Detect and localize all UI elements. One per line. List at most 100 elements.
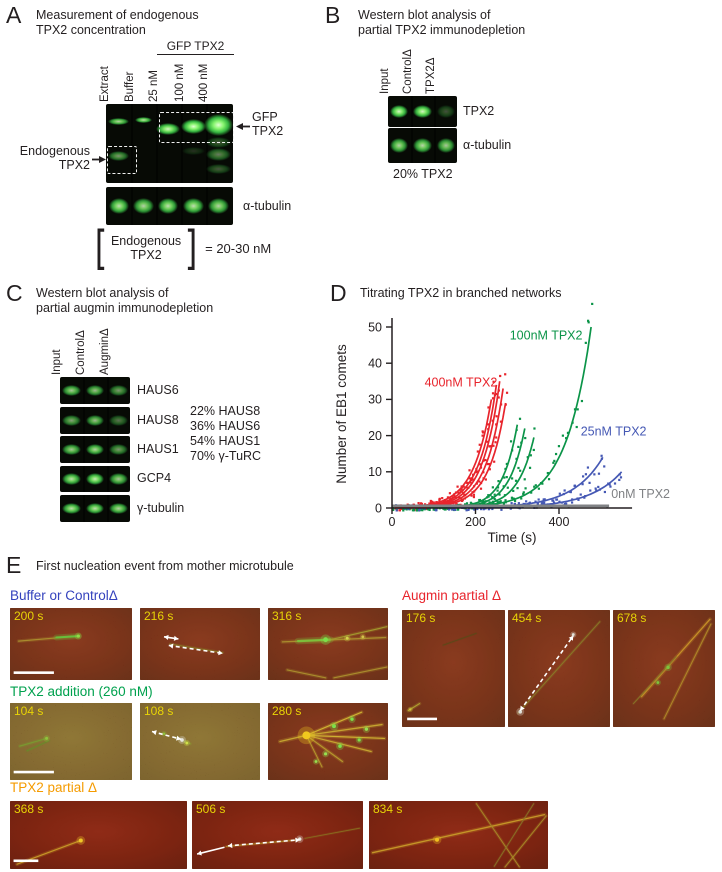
micro-image-canvas	[140, 608, 260, 680]
data-point	[516, 487, 519, 490]
data-point	[600, 454, 603, 457]
micro-noise	[10, 608, 132, 680]
data-point	[459, 490, 462, 493]
gel-band	[156, 122, 181, 135]
data-point	[512, 489, 515, 493]
data-point	[487, 406, 490, 409]
series-label: 25nM TPX2	[581, 425, 647, 439]
data-point	[591, 302, 594, 306]
data-point	[522, 491, 525, 494]
gel-band	[182, 147, 206, 156]
data-point	[500, 508, 503, 511]
microtubule-filament	[305, 723, 383, 736]
data-point	[522, 492, 525, 495]
depletion-caption-b: 20% TPX2	[393, 167, 453, 181]
data-point	[491, 392, 495, 395]
lane-label: Extract	[98, 66, 111, 102]
growth-curve	[394, 399, 493, 509]
lane-label: ControlΔ	[75, 330, 87, 375]
eb1-comet	[180, 738, 184, 742]
data-point	[502, 485, 505, 488]
depletion-stats: 22% HAUS8 36% HAUS6 54% HAUS1 70% γ-TuRC	[190, 404, 261, 464]
micro-image: 108 s	[140, 703, 260, 780]
endogenous-label-line1: Endogenous	[19, 144, 90, 158]
gel-band	[109, 473, 129, 485]
data-point	[469, 481, 472, 484]
arrowhead	[568, 635, 574, 641]
data-point	[520, 497, 523, 500]
data-point	[456, 485, 459, 488]
microtubule-filament	[19, 737, 48, 747]
eb1-comet	[323, 637, 328, 643]
micrograph-group-label: TPX2 partial Δ	[10, 780, 98, 795]
data-point	[491, 397, 495, 400]
gel-band	[205, 164, 232, 174]
data-point	[482, 502, 485, 505]
data-point	[398, 509, 402, 512]
data-point	[481, 430, 484, 433]
gel-band	[109, 384, 129, 397]
data-point	[521, 506, 524, 509]
micro-image-canvas	[402, 610, 505, 727]
data-point	[613, 482, 617, 485]
microtubule-filament	[279, 734, 308, 743]
data-point	[565, 437, 568, 440]
panel-c-title-line1: Western blot analysis of	[36, 286, 169, 300]
data-point	[448, 492, 452, 495]
timestamp-label: 280 s	[272, 704, 302, 718]
data-point	[609, 485, 612, 488]
lane-separator	[83, 407, 86, 434]
lane-label: 25 nM	[148, 70, 161, 102]
gel-band	[107, 118, 130, 126]
lane-separator	[106, 495, 109, 522]
data-point	[503, 476, 506, 479]
panel-d-letter: D	[330, 280, 347, 306]
data-point	[426, 508, 430, 511]
data-point	[502, 502, 505, 506]
lane-label: AugminΔ	[99, 328, 111, 375]
data-point	[465, 502, 469, 505]
data-point	[575, 425, 578, 429]
data-point	[504, 499, 507, 502]
microtubule-filament	[305, 711, 363, 736]
depletion-stat: 36% HAUS6	[190, 419, 261, 433]
data-point	[443, 508, 446, 511]
micro-image: 200 s	[10, 608, 132, 680]
data-point	[532, 448, 535, 452]
annotation-arrow	[196, 846, 225, 855]
scale-bar	[13, 671, 54, 674]
gel-band	[203, 114, 233, 136]
growth-curve	[404, 402, 507, 509]
series-label: 100nM TPX2	[510, 329, 583, 343]
gfp-arrow-label-line2: TPX2	[252, 123, 284, 138]
data-point	[524, 436, 527, 440]
data-point	[493, 493, 496, 496]
microtubule-filament	[475, 803, 520, 868]
data-point	[479, 507, 483, 511]
endogenous-label: Endogenous TPX2	[18, 144, 90, 172]
data-point	[488, 468, 491, 471]
micro-image: 216 s	[140, 608, 260, 680]
eb1-comet	[666, 665, 670, 670]
gel-band	[205, 148, 232, 161]
micro-noise	[140, 703, 260, 780]
gel-blot	[60, 436, 130, 463]
data-point	[452, 508, 455, 511]
gel-band	[208, 198, 229, 214]
lane-separator	[180, 104, 183, 183]
lane-separator	[106, 407, 109, 434]
micro-image: 176 s	[402, 610, 505, 727]
y-axis-label: Number of EB1 comets	[334, 344, 349, 484]
data-point	[493, 460, 496, 463]
data-point	[415, 509, 419, 512]
data-point	[497, 501, 500, 504]
timestamp-label: 104 s	[14, 704, 44, 718]
data-point	[528, 466, 532, 469]
data-point	[472, 493, 476, 496]
data-point	[429, 499, 432, 503]
timestamp-label: 176 s	[406, 611, 436, 625]
data-point	[573, 484, 577, 487]
tubulin-label-a: α-tubulin	[243, 199, 292, 213]
data-point	[506, 486, 509, 489]
micro-image-canvas	[192, 801, 363, 869]
